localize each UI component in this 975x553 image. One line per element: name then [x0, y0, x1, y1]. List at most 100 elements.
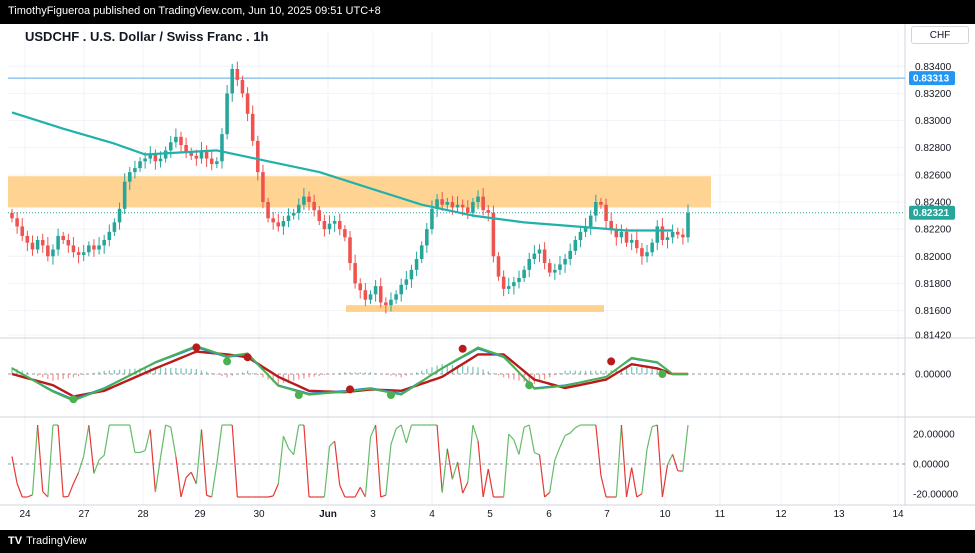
price-tag-label: 0.82321 — [913, 208, 950, 219]
candle-body — [512, 282, 516, 287]
candle-body — [665, 237, 670, 240]
rsi-segment — [339, 485, 346, 498]
candle-body — [568, 250, 572, 259]
rsi-segment — [554, 446, 561, 461]
rsi-segment — [441, 448, 448, 493]
rsi-segment — [569, 427, 576, 434]
time-tick-label: 4 — [429, 509, 435, 520]
rsi-segment — [78, 455, 85, 473]
tradingview-logo[interactable]: TV TradingView — [8, 535, 87, 547]
candle-body — [46, 245, 50, 257]
candle-body — [609, 221, 613, 230]
candle-body — [404, 279, 409, 285]
cross-marker — [525, 381, 534, 390]
candle-body — [588, 215, 593, 227]
rsi-tick-label: -20.00000 — [913, 490, 958, 501]
candle-body — [660, 226, 665, 240]
cross-marker — [69, 395, 78, 404]
rsi-segment — [446, 448, 454, 480]
rsi-segment — [641, 449, 648, 494]
candle-body — [117, 208, 122, 223]
rsi-segment — [323, 446, 331, 498]
candle-body — [312, 202, 316, 211]
candle-body — [517, 278, 521, 283]
currency-selector[interactable]: CHF — [911, 26, 969, 44]
rsi-segment — [288, 448, 295, 456]
candle-body — [138, 161, 142, 169]
candle-body — [235, 69, 240, 80]
candle-body — [624, 231, 629, 243]
price-tick-label: 0.82600 — [915, 170, 952, 181]
candle-body — [445, 202, 450, 205]
rsi-segment — [625, 467, 633, 498]
rsi-segment — [88, 425, 95, 474]
oscillator-zero-label: 0.00000 — [915, 370, 952, 381]
price-tick-label: 0.82400 — [915, 198, 952, 209]
rsi-segment — [375, 424, 382, 498]
candle-body — [553, 269, 557, 273]
chart-title: USDCHF . U.S. Dollar / Swiss Franc . 1h — [25, 29, 269, 44]
candle-body — [271, 218, 275, 223]
time-tick-label: 27 — [78, 509, 90, 520]
candle-body — [455, 204, 460, 208]
rsi-segment — [139, 450, 146, 454]
candle-body — [122, 181, 127, 209]
time-tick-label: 24 — [19, 509, 31, 520]
rsi-segment — [195, 429, 203, 484]
cross-marker — [192, 343, 201, 352]
candle-body — [230, 69, 234, 94]
rsi-segment — [180, 477, 187, 498]
candle-body — [297, 204, 301, 213]
candle-body — [506, 286, 511, 289]
rsi-segment — [472, 424, 479, 442]
rsi-segment — [400, 424, 407, 444]
price-tag-label: 0.83313 — [913, 74, 950, 85]
rsi-segment — [282, 435, 290, 449]
rsi-segment — [482, 468, 489, 498]
candle-body — [414, 259, 419, 270]
price-tag — [909, 71, 955, 86]
rsi-segment — [206, 494, 212, 498]
cross-marker — [223, 357, 232, 366]
cross-marker — [294, 391, 303, 399]
candle-body — [102, 240, 106, 246]
rsi-segment — [272, 483, 279, 497]
time-tick-label: 7 — [604, 509, 610, 520]
candle-body — [614, 229, 619, 238]
time-tick-label: 28 — [137, 509, 149, 520]
rsi-segment — [16, 483, 23, 498]
rsi-segment — [549, 459, 556, 493]
candle-body — [317, 210, 322, 221]
rsi-segment — [436, 424, 443, 493]
rsi-segment — [231, 424, 238, 498]
candle-body — [66, 240, 71, 246]
candle-body — [604, 204, 608, 221]
candle-body — [133, 168, 137, 173]
candle-body — [363, 290, 368, 300]
rsi-segment — [170, 427, 177, 457]
candle-body — [466, 207, 470, 213]
candle-body — [112, 222, 117, 232]
rsi-segment — [303, 424, 310, 498]
price-tick-label: 0.82800 — [915, 143, 952, 154]
candle-body — [332, 221, 337, 224]
rsi-segment — [620, 424, 628, 498]
candle-body — [189, 151, 194, 156]
candle-body — [348, 237, 352, 264]
candle-body — [107, 231, 112, 240]
rsi-segment — [518, 427, 525, 455]
candle-body — [394, 294, 398, 300]
candle-body — [527, 259, 532, 270]
candle-body — [35, 240, 40, 250]
candle-body — [215, 161, 219, 164]
rsi-segment — [405, 424, 413, 444]
rsi-segment — [559, 435, 566, 448]
rsi-segment — [595, 424, 602, 476]
candle-body — [450, 202, 455, 208]
rsi-segment — [600, 475, 607, 498]
rsi-segment — [503, 434, 510, 498]
rsi-segment — [216, 424, 223, 464]
candle-body — [209, 158, 214, 164]
candle-body — [220, 134, 224, 162]
